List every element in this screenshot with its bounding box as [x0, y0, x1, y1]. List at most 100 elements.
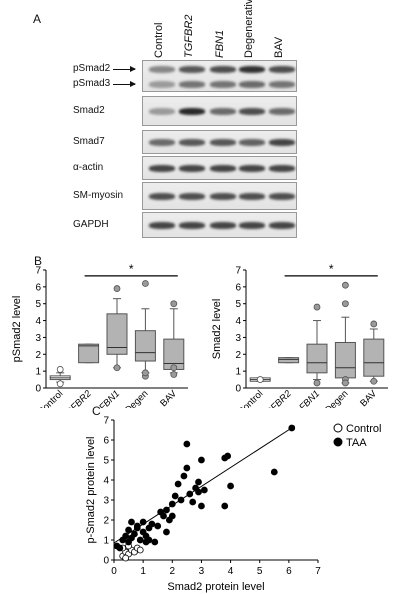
x-category-label: BAV [158, 388, 179, 408]
blot-band [179, 66, 205, 73]
legend-label: TAA [346, 437, 367, 449]
x-tick-label: 7 [315, 566, 321, 577]
blot-band [269, 165, 295, 172]
scatter-point-taa [270, 468, 278, 476]
outlier-point [56, 366, 64, 373]
box [363, 338, 385, 377]
blot-band [149, 193, 175, 200]
y-tick-label: 2 [103, 516, 109, 527]
scatter-point-taa [168, 500, 176, 508]
x-category-label: TGFBR2 [59, 388, 94, 408]
legend-marker [333, 423, 343, 433]
lane-label: TGFBR2 [183, 14, 195, 58]
panel-c-letter: C [92, 404, 101, 418]
scatter-point-taa [148, 520, 156, 528]
x-tick-label: 3 [199, 566, 205, 577]
box-control [249, 376, 271, 383]
x-category-label: BAV [358, 388, 379, 408]
x-category-label: FBN1 [97, 388, 122, 408]
x-axis-label: Smad2 protein level [167, 581, 264, 593]
blot-band [179, 165, 205, 172]
box [278, 357, 300, 364]
scatter-point-taa [151, 538, 159, 546]
y-tick-label: 6 [35, 282, 41, 293]
scatter-point-taa [122, 532, 130, 540]
blot-band [269, 108, 295, 115]
y-tick-label: 2 [35, 350, 41, 361]
blot-band [239, 165, 265, 172]
y-tick-label: 5 [235, 299, 241, 310]
blot-band [149, 165, 175, 172]
blot-band [239, 222, 265, 229]
x-category-label: Degen [123, 388, 151, 408]
y-axis-label: pSmad2 level [11, 296, 23, 363]
scatter-point-taa [224, 452, 232, 460]
scatter-point-taa [195, 478, 202, 486]
y-tick-label: 3 [235, 333, 241, 344]
scatter-point-taa [200, 486, 208, 494]
regression-line [113, 425, 295, 544]
outlier-point [256, 376, 264, 383]
blot-band [210, 139, 236, 146]
blot-band [269, 81, 295, 88]
outlier-point [141, 280, 149, 287]
outlier-point [113, 364, 121, 372]
y-tick-label: 7 [35, 266, 41, 277]
blot-band [179, 81, 205, 88]
y-tick-label: 6 [235, 282, 241, 293]
scatter-point-taa [171, 492, 179, 500]
blot-strip [142, 130, 297, 154]
x-category-label: FBN1 [297, 388, 322, 408]
blot-row-label: pSmad3 [73, 78, 111, 89]
x-tick-label: 1 [140, 566, 146, 577]
outlier-point [370, 377, 378, 385]
blot-row-label: GAPDH [73, 219, 109, 230]
blot-strip [142, 156, 297, 180]
y-tick-label: 0 [35, 384, 41, 395]
scatter-point-taa [227, 482, 234, 490]
box [78, 343, 100, 364]
box-control [49, 366, 71, 388]
y-tick-label: 1 [35, 367, 41, 378]
scatter-point-taa [177, 496, 185, 504]
scatter-point-taa [198, 456, 205, 464]
scatter-point-taa [168, 512, 176, 520]
blot-strip [142, 212, 297, 238]
x-tick-label: 6 [286, 566, 292, 577]
box-bav [363, 320, 385, 385]
blot-strip [142, 182, 297, 210]
blot-band [210, 193, 236, 200]
box [334, 341, 356, 379]
outlier-point [341, 379, 349, 387]
box [106, 313, 128, 355]
scatter-point-taa [125, 526, 132, 534]
y-tick-label: 4 [35, 316, 41, 327]
y-tick-label: 4 [235, 316, 241, 327]
box-tgfbr2 [278, 357, 300, 364]
panel-a-western-blot: A Control TGFBR2 FBN1 Degenerative BAV pSmad… [0, 0, 400, 245]
significance-marker: * [129, 262, 134, 276]
scatter-point-taa [154, 522, 162, 530]
y-tick-label: 3 [103, 496, 109, 507]
blot-band [239, 66, 265, 73]
y-axis-label: Smad2 level [211, 299, 223, 360]
scatter-point-taa [130, 530, 138, 538]
y-tick-label: 1 [103, 536, 109, 547]
x-tick-label: 2 [170, 566, 176, 577]
x-tick-label: 0 [111, 566, 117, 577]
y-tick-label: 6 [103, 436, 109, 447]
blot-band [149, 108, 175, 115]
box-degen [334, 281, 356, 387]
scatter-point-taa [198, 502, 205, 510]
scatter-point-taa [183, 464, 191, 472]
outlier-point [141, 369, 149, 377]
blot-band [210, 66, 236, 73]
y-tick-label: 7 [235, 266, 241, 277]
blot-band [149, 81, 175, 88]
lane-label: Degenerative [243, 0, 255, 58]
blot-row-label: pSmad2 [73, 63, 111, 74]
y-tick-label: 1 [235, 367, 241, 378]
y-tick-label: 3 [35, 333, 41, 344]
outlier-point [170, 371, 178, 378]
box [306, 343, 328, 374]
